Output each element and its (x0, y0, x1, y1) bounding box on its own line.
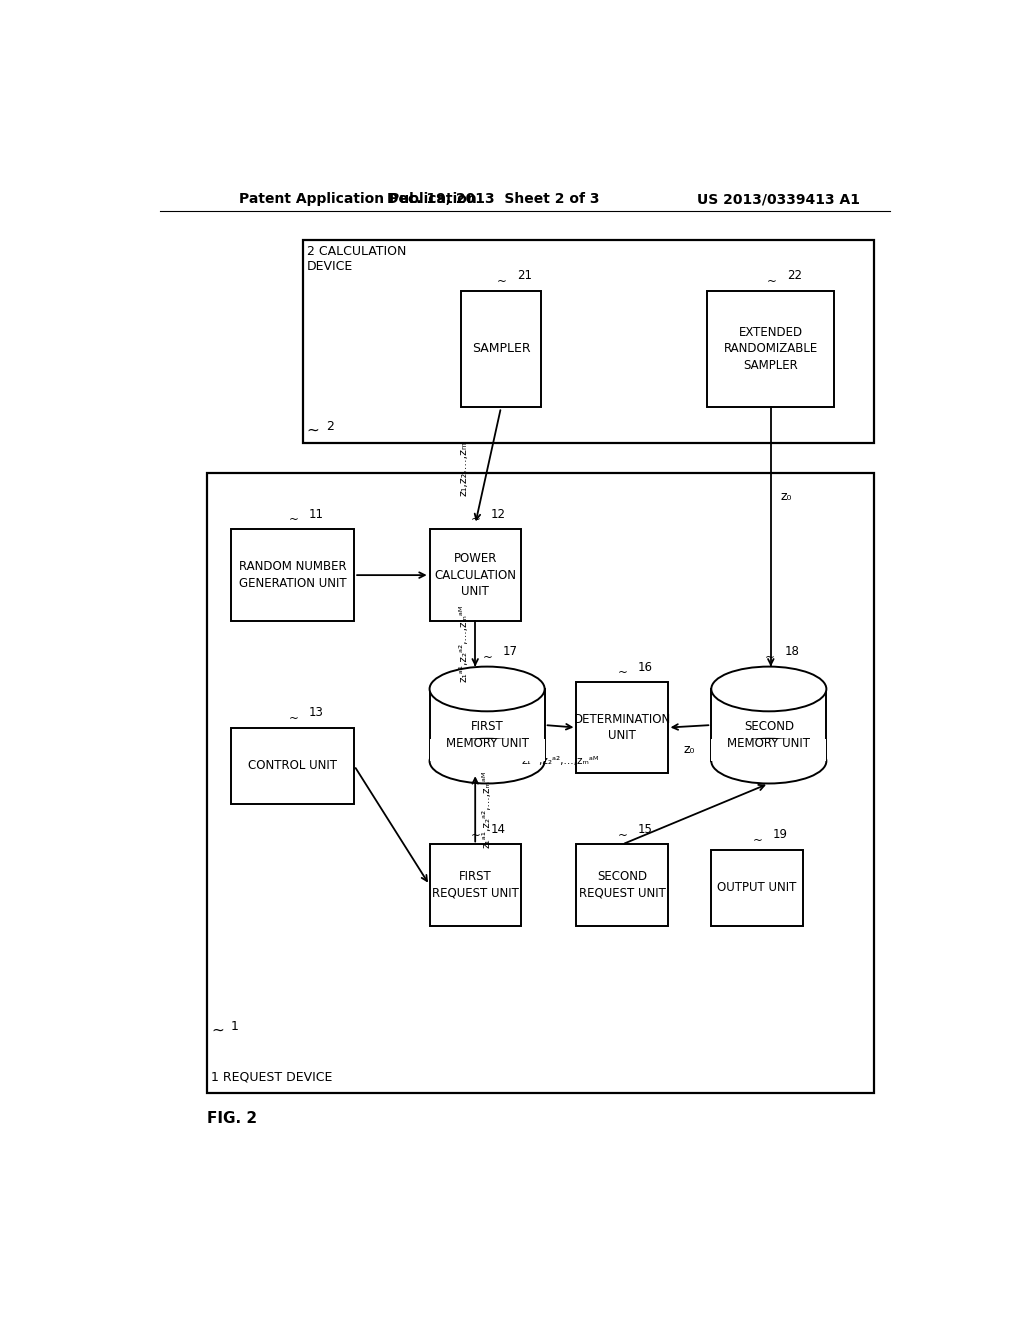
Text: EXTENDED
RANDOMIZABLE
SAMPLER: EXTENDED RANDOMIZABLE SAMPLER (724, 326, 818, 372)
Text: ~: ~ (471, 829, 481, 841)
Text: ~: ~ (765, 651, 775, 664)
Text: ~: ~ (289, 513, 299, 527)
Text: 14: 14 (492, 824, 506, 837)
Text: US 2013/0339413 A1: US 2013/0339413 A1 (697, 191, 860, 206)
Text: z₁ᵃ¹,z₂ᵃ²,...,zₘᵃᴹ: z₁ᵃ¹,z₂ᵃ²,...,zₘᵃᴹ (481, 770, 492, 847)
Bar (461, 290, 541, 408)
Text: 13: 13 (308, 706, 324, 719)
Text: SECOND
REQUEST UNIT: SECOND REQUEST UNIT (579, 870, 666, 900)
Text: z₁,z₂,...,zₘ: z₁,z₂,...,zₘ (459, 441, 469, 496)
Ellipse shape (712, 667, 826, 711)
Text: 16: 16 (638, 661, 653, 673)
Text: Dec. 19, 2013  Sheet 2 of 3: Dec. 19, 2013 Sheet 2 of 3 (387, 191, 599, 206)
Text: 12: 12 (492, 508, 506, 521)
Bar (303, 240, 873, 444)
Text: FIRST
MEMORY UNIT: FIRST MEMORY UNIT (445, 721, 528, 750)
Text: 15: 15 (638, 824, 652, 837)
Bar (231, 727, 354, 804)
Bar (708, 290, 835, 408)
Text: ~: ~ (753, 833, 763, 846)
Text: ~: ~ (618, 665, 628, 678)
Text: OUTPUT UNIT: OUTPUT UNIT (717, 882, 797, 894)
Text: 1: 1 (231, 1019, 239, 1032)
Text: 17: 17 (503, 645, 518, 659)
Text: FIRST
REQUEST UNIT: FIRST REQUEST UNIT (432, 870, 518, 900)
Bar (430, 689, 545, 762)
Text: SECOND
MEMORY UNIT: SECOND MEMORY UNIT (727, 721, 810, 750)
Text: 18: 18 (784, 645, 800, 659)
Bar (712, 689, 826, 762)
Bar (712, 739, 826, 762)
Bar (712, 850, 803, 925)
Text: z₀: z₀ (684, 743, 695, 756)
Text: ~: ~ (306, 422, 319, 438)
Text: ~: ~ (211, 1023, 224, 1038)
Text: 11: 11 (308, 508, 324, 521)
Text: Patent Application Publication: Patent Application Publication (240, 191, 477, 206)
Text: CONTROL UNIT: CONTROL UNIT (248, 759, 337, 772)
Bar (430, 529, 521, 620)
Text: ~: ~ (618, 829, 628, 841)
Text: FIG. 2: FIG. 2 (207, 1111, 257, 1126)
Text: 21: 21 (517, 269, 531, 282)
Text: 2 CALCULATION
DEVICE: 2 CALCULATION DEVICE (306, 244, 406, 273)
Bar (207, 474, 874, 1093)
Text: z₁ᵃ¹,z₂ᵃ²,...,zₘᵃᴹ: z₁ᵃ¹,z₂ᵃ²,...,zₘᵃᴹ (522, 755, 599, 766)
Text: z₀: z₀ (780, 490, 792, 503)
Ellipse shape (430, 667, 545, 711)
Text: ~: ~ (471, 513, 481, 527)
Bar (430, 739, 545, 762)
Bar (430, 845, 521, 925)
Text: 2: 2 (327, 420, 334, 433)
Text: DETERMINATION
UNIT: DETERMINATION UNIT (573, 713, 671, 742)
Ellipse shape (430, 739, 545, 784)
Text: 1 REQUEST DEVICE: 1 REQUEST DEVICE (211, 1071, 333, 1084)
Ellipse shape (712, 739, 826, 784)
Text: z₁ᵃ¹,z₂ᵃ²,...,zₘᵃᴹ: z₁ᵃ¹,z₂ᵃ²,...,zₘᵃᴹ (459, 605, 469, 682)
Bar (577, 845, 668, 925)
Text: RANDOM NUMBER
GENERATION UNIT: RANDOM NUMBER GENERATION UNIT (239, 561, 346, 590)
Text: ~: ~ (289, 711, 299, 725)
Text: ~: ~ (767, 275, 777, 288)
Text: SAMPLER: SAMPLER (472, 342, 530, 355)
Text: 19: 19 (773, 829, 787, 841)
Text: POWER
CALCULATION
UNIT: POWER CALCULATION UNIT (434, 552, 516, 598)
Text: ~: ~ (483, 651, 493, 664)
Text: ~: ~ (497, 275, 507, 288)
Text: 22: 22 (786, 269, 802, 282)
Bar (231, 529, 354, 620)
Bar (577, 682, 668, 774)
